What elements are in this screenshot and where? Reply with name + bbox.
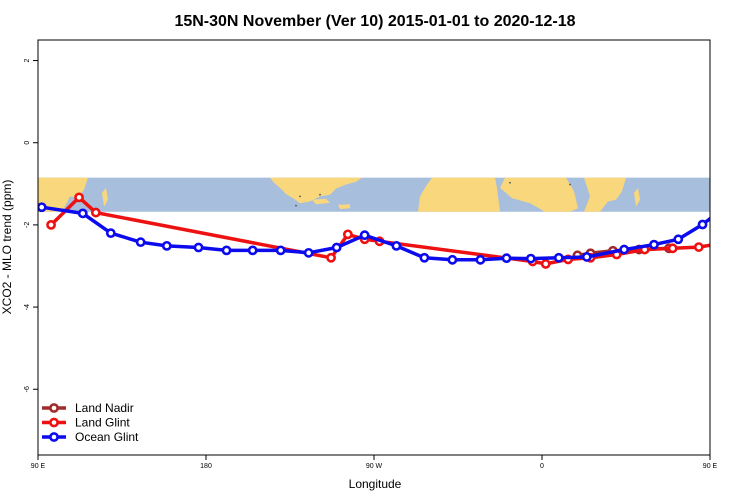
data-point-ocean-glint (649, 239, 659, 250)
data-point-ocean-glint (673, 234, 684, 245)
map-speck (319, 193, 321, 196)
data-point-ocean-glint (247, 245, 258, 256)
x-axis-label: Longitude (349, 477, 402, 491)
map-speck (569, 183, 571, 186)
legend-marker (49, 403, 59, 413)
data-point-ocean-glint (331, 242, 342, 253)
data-point-ocean-glint (135, 237, 146, 248)
data-point-land-glint (90, 207, 101, 218)
data-point-land-glint (740, 222, 747, 229)
data-point-ocean-glint (161, 240, 172, 251)
chart-title: 15N-30N November (Ver 10) 2015-01-01 to … (174, 13, 575, 30)
data-point-ocean-glint (38, 202, 47, 213)
plot-frame (37, 39, 711, 456)
data-point-ocean-glint (501, 253, 512, 264)
data-point-land-glint (342, 229, 353, 240)
land-taiwan-japan (102, 187, 108, 207)
land-africa (418, 177, 500, 212)
land-hispaniola (338, 204, 350, 209)
map-speck (299, 195, 301, 198)
data-point-land-glint (667, 243, 678, 254)
x-tick-label: 90 E (31, 463, 46, 470)
x-tick-label: 180 (200, 463, 212, 470)
data-point-ocean-glint (553, 252, 564, 263)
data-point-ocean-glint (419, 252, 430, 263)
map-speck (509, 181, 511, 184)
y-axis: 2 0 -2 -4 -6 (24, 58, 38, 392)
legend-entry-land-glint: Land Glint (42, 416, 130, 430)
y-tick-label: -6 (24, 386, 31, 392)
x-tick-label: 0 (540, 463, 544, 470)
y-tick-label: 2 (24, 58, 31, 62)
series-ocean-glint (38, 202, 750, 265)
data-point-ocean-glint (193, 242, 204, 253)
data-point-ocean-glint (275, 245, 286, 256)
legend-entry-land-nadir: Land Nadir (42, 401, 134, 415)
series-layer (38, 192, 750, 269)
data-point-ocean-glint (697, 219, 708, 230)
y-tick-label: -4 (24, 304, 31, 310)
data-point-ocean-glint (105, 228, 116, 239)
y-axis-label: XCO2 - MLO trend (ppm) (0, 180, 14, 315)
data-point-ocean-glint (746, 210, 750, 217)
data-point-ocean-glint (721, 204, 728, 211)
data-point-ocean-glint (447, 254, 458, 265)
data-point-land-glint (46, 220, 56, 230)
land-cuba (312, 198, 330, 205)
legend-marker (49, 432, 59, 442)
data-point-land-glint (540, 259, 551, 269)
land-arabia (500, 177, 578, 212)
data-point-ocean-glint (359, 230, 370, 241)
data-point-ocean-glint (525, 253, 536, 264)
data-point-land-glint (74, 192, 84, 203)
y-tick-label: 0 (24, 141, 31, 145)
data-point-ocean-glint (619, 244, 630, 255)
map-speck (295, 204, 297, 207)
legend-label: Ocean Glint (75, 430, 139, 444)
land-taiwan-east (634, 187, 640, 207)
legend-entry-ocean-glint: Ocean Glint (42, 430, 139, 444)
data-point-land-glint (718, 240, 725, 247)
series-line-ocean-glint (41, 205, 710, 262)
world-map-band (38, 177, 710, 212)
legend-marker (49, 417, 59, 428)
data-point-ocean-glint (77, 208, 88, 219)
legend-label: Land Nadir (75, 401, 134, 415)
data-point-ocean-glint (475, 254, 486, 265)
x-tick-label: 90 E (703, 463, 718, 470)
x-tick-label: 90 W (366, 463, 383, 470)
map-land (38, 177, 640, 212)
land-asia-east (584, 177, 626, 212)
data-point-ocean-glint (303, 247, 314, 258)
legend-label: Land Glint (75, 416, 130, 430)
data-point-land-glint (693, 242, 704, 252)
data-point-ocean-glint (581, 252, 592, 262)
data-point-ocean-glint (391, 240, 402, 251)
data-point-land-glint (326, 252, 336, 263)
land-north-america (270, 177, 362, 204)
data-point-ocean-glint (221, 245, 232, 256)
land-asia (38, 177, 88, 212)
y-tick-label: -2 (24, 222, 31, 228)
